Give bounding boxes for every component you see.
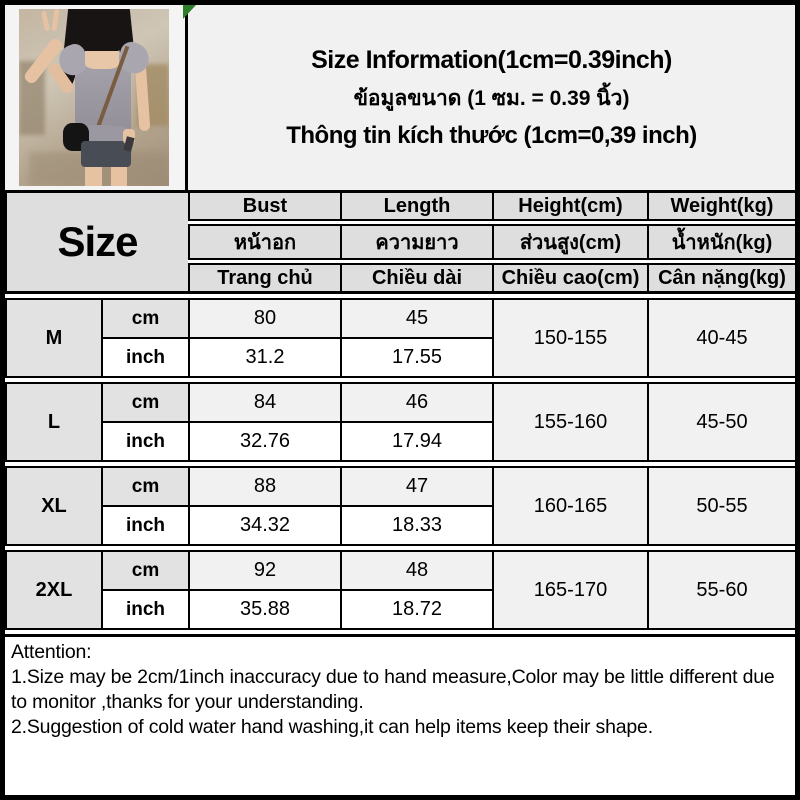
height-range: 155-160 — [492, 382, 649, 462]
unit-label-inch: inch — [101, 589, 190, 630]
table-row-size-m: M cm 80 45 150-155 40-45 inch 31.2 17.55 — [5, 298, 797, 378]
title-block: Size Information(1cm=0.39inch) ข้อมูลขนา… — [188, 5, 795, 190]
unit-label-inch: inch — [101, 421, 190, 462]
column-header-length-vi: Chiều dài — [340, 260, 494, 294]
attention-note-1: 1.Size may be 2cm/1inch inaccuracy due t… — [11, 666, 775, 713]
weight-range: 55-60 — [647, 550, 797, 630]
attention-note-2: 2.Suggestion of cold water hand washing,… — [11, 716, 653, 738]
length-inch-value: 18.72 — [340, 589, 494, 630]
table-row-size-2xl: 2XL cm 92 48 165-170 55-60 inch 35.88 18… — [5, 550, 797, 630]
table-row-size-l: L cm 84 46 155-160 45-50 inch 32.76 17.9… — [5, 382, 797, 462]
length-inch-value: 17.94 — [340, 421, 494, 462]
unit-label-cm: cm — [101, 550, 190, 591]
denim-shorts — [81, 141, 131, 167]
bust-cm-value: 92 — [188, 550, 342, 591]
size-label: 2XL — [5, 550, 103, 630]
title-thai: ข้อมูลขนาด (1 ซม. = 0.39 นิ้ว) — [353, 86, 630, 110]
attention-heading: Attention: — [11, 641, 92, 663]
column-header-bust-th: หน้าอก — [188, 221, 342, 265]
column-header-length-th: ความยาว — [340, 221, 494, 265]
height-range: 160-165 — [492, 466, 649, 546]
size-label: XL — [5, 466, 103, 546]
weight-range: 50-55 — [647, 466, 797, 546]
length-cm-value: 45 — [340, 298, 494, 339]
weight-range: 40-45 — [647, 298, 797, 378]
column-header-weight-th: น้ำหนัก(kg) — [647, 221, 797, 265]
bust-inch-value: 34.32 — [188, 505, 342, 546]
attention-section: Attention: 1.Size may be 2cm/1inch inacc… — [5, 634, 795, 795]
model-chest — [85, 51, 119, 69]
unit-label-inch: inch — [101, 505, 190, 546]
model-leg — [85, 167, 102, 186]
unit-label-cm: cm — [101, 298, 190, 339]
bust-inch-value: 31.2 — [188, 337, 342, 378]
column-header-weight-en: Weight(kg) — [647, 190, 797, 226]
length-cm-value: 46 — [340, 382, 494, 423]
unit-label-cm: cm — [101, 466, 190, 507]
column-header-height-th: ส่วนสูง(cm) — [492, 221, 649, 265]
product-photo-cell — [5, 5, 185, 190]
height-range: 150-155 — [492, 298, 649, 378]
length-inch-value: 17.55 — [340, 337, 494, 378]
table-row-size-xl: XL cm 88 47 160-165 50-55 inch 34.32 18.… — [5, 466, 797, 546]
unit-label-inch: inch — [101, 337, 190, 378]
length-cm-value: 48 — [340, 550, 494, 591]
bust-cm-value: 88 — [188, 466, 342, 507]
column-header-weight-vi: Cân nặng(kg) — [647, 260, 797, 294]
product-photo — [19, 9, 169, 186]
column-header-height-en: Height(cm) — [492, 190, 649, 226]
column-header-height-vi: Chiều cao(cm) — [492, 260, 649, 294]
unit-label-cm: cm — [101, 382, 190, 423]
bust-inch-value: 32.76 — [188, 421, 342, 462]
length-cm-value: 47 — [340, 466, 494, 507]
column-header-bust-en: Bust — [188, 190, 342, 226]
size-table-header: Size Bust Length Height(cm) Weight(kg) ห… — [5, 190, 797, 294]
column-header-bust-vi: Trang chủ — [188, 260, 342, 294]
corner-marker-icon — [183, 5, 196, 19]
height-range: 165-170 — [492, 550, 649, 630]
size-label: M — [5, 298, 103, 378]
model-finger — [51, 9, 60, 32]
length-inch-value: 18.33 — [340, 505, 494, 546]
model-leg — [111, 167, 127, 186]
title-english: Size Information(1cm=0.39inch) — [311, 45, 672, 74]
vertical-divider — [185, 5, 188, 190]
bust-cm-value: 80 — [188, 298, 342, 339]
model-finger — [40, 10, 51, 32]
column-header-length-en: Length — [340, 190, 494, 226]
top-section: Size Information(1cm=0.39inch) ข้อมูลขนา… — [5, 5, 795, 190]
title-vietnamese: Thông tin kích thước (1cm=0,39 inch) — [286, 121, 697, 149]
size-header-cell: Size — [5, 190, 190, 294]
bust-inch-value: 35.88 — [188, 589, 342, 630]
weight-range: 45-50 — [647, 382, 797, 462]
size-label: L — [5, 382, 103, 462]
bust-cm-value: 84 — [188, 382, 342, 423]
